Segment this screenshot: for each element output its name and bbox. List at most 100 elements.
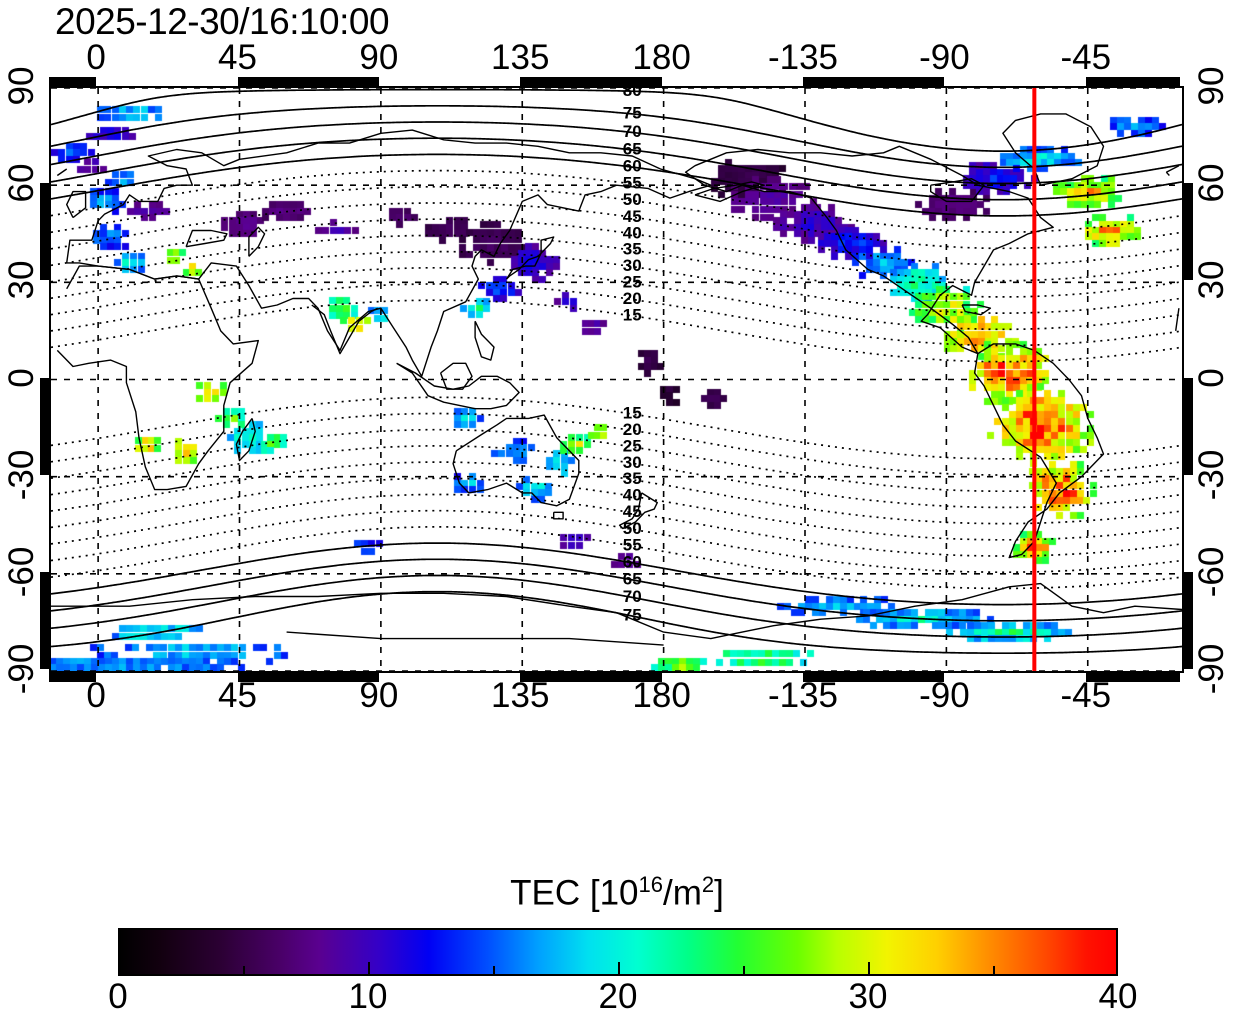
coastline-path	[235, 417, 256, 462]
coastline-path	[66, 190, 87, 219]
coastline-path	[311, 304, 379, 355]
maglat-label: 75	[623, 605, 642, 624]
longitude-tick-label: 180	[632, 38, 691, 77]
maglat-label: 40	[623, 486, 642, 505]
ruler-segment	[40, 571, 49, 669]
map-overlay-layer: 8075706560555045403530252015152025303540…	[51, 88, 1182, 671]
maglat-label: 30	[623, 453, 642, 472]
maglat-contour	[51, 396, 1182, 460]
colorbar-tick-label: 40	[1098, 977, 1138, 1016]
maglat-label: 35	[623, 240, 642, 259]
ruler-segment	[520, 77, 662, 86]
maglat-contour	[51, 493, 1182, 557]
ruler-segment	[237, 77, 379, 86]
maglat-label: 35	[623, 469, 642, 488]
maglat-label: 30	[623, 256, 642, 275]
left-axis-ruler	[40, 86, 49, 673]
maglat-label: 25	[623, 273, 642, 292]
latitude-tick-label: -60	[1192, 546, 1231, 598]
coastline-path	[185, 229, 228, 248]
latitude-tick-label: 30	[2, 260, 41, 300]
colorbar-title-tail: /m	[663, 873, 702, 913]
latitude-tick-label: -30	[1192, 449, 1231, 500]
maglat-contour	[51, 234, 1182, 298]
maglat-label: 50	[623, 519, 642, 538]
maglat-label: 25	[623, 436, 642, 455]
latitude-tick-label: 90	[1192, 66, 1231, 106]
maglat-contour	[51, 88, 1182, 152]
ruler-segment	[40, 183, 49, 281]
longitude-tick-label: 90	[359, 38, 399, 77]
maglat-contour	[51, 185, 1182, 250]
maglat-contour	[51, 574, 1182, 638]
latitude-tick-label: 0	[1192, 367, 1231, 388]
colorbar-title-exp: 16	[638, 872, 663, 897]
maglat-contour	[51, 477, 1182, 541]
maglat-contour	[51, 202, 1182, 266]
colorbar-tick-labels: 0 10 20 30 40	[108, 977, 1137, 1018]
latitude-tick-label: -90	[2, 643, 41, 695]
colorbar-tick-label: 20	[598, 977, 638, 1016]
longitude-tick-label: 135	[491, 38, 550, 77]
maglat-contour	[51, 542, 1182, 606]
colorbar-major-tick	[368, 962, 370, 976]
maglat-label: 65	[623, 140, 642, 159]
maglat-label: 55	[623, 174, 642, 193]
ruler-segment	[40, 377, 49, 475]
longitude-tick-label: 0	[86, 38, 106, 77]
bottom-axis-ruler	[49, 673, 1184, 682]
longitude-tick-label: -135	[767, 676, 839, 715]
maglat-contour	[51, 153, 1182, 217]
coastline-path	[51, 582, 1182, 640]
ruler-segment	[1085, 673, 1180, 682]
colorbar-minor-tick	[743, 966, 745, 976]
coastline-path	[439, 362, 473, 390]
maglat-contour	[51, 137, 1182, 201]
ruler-segment	[803, 673, 945, 682]
latitude-tick-label: -30	[2, 449, 41, 500]
maglat-contour	[51, 283, 1182, 347]
longitude-tick-label: 135	[491, 676, 550, 715]
maglat-contour	[51, 590, 1182, 655]
map-plot-area[interactable]: 80 75 70 65 60 55 50 45 40 35 30 25 20 15 15 20 25 30 35 40…	[49, 86, 1184, 673]
colorbar-tick-label: 10	[348, 977, 388, 1016]
ruler-segment	[1184, 571, 1193, 669]
ruler-segment	[1085, 77, 1180, 86]
longitude-tick-label: -45	[1060, 38, 1112, 77]
maglat-label: 20	[623, 289, 642, 308]
maglat-label: 20	[623, 420, 642, 439]
coastline-path	[66, 129, 712, 377]
maglat-label: 60	[623, 157, 642, 176]
maglat-contour	[51, 509, 1182, 574]
latitude-tick-label: -90	[1192, 643, 1231, 695]
coastline-path	[694, 181, 765, 203]
maglat-label: 65	[623, 569, 642, 588]
ruler-segment	[1184, 377, 1193, 475]
maglat-label: 45	[623, 207, 642, 226]
longitude-tick-label: 180	[632, 676, 691, 715]
latitude-tick-label: -60	[2, 546, 41, 598]
latitude-tick-label: 60	[1192, 163, 1231, 203]
coastline-path	[452, 414, 580, 507]
coastline-path	[1002, 113, 1105, 186]
colorbar-minor-tick	[493, 966, 495, 976]
colorbar-title-close: ]	[714, 873, 724, 913]
colorbar-minor-tick	[243, 966, 245, 976]
maglat-contour	[51, 266, 1182, 331]
colorbar-ticks	[118, 928, 1118, 976]
colorbar-tick-label: 30	[848, 977, 888, 1016]
maglat-contour	[51, 104, 1182, 169]
coastline-path	[474, 320, 495, 361]
maglat-contour	[51, 218, 1182, 282]
longitude-tick-label: 45	[218, 38, 257, 77]
coastline-path	[56, 265, 1180, 491]
maglat-contour	[51, 412, 1182, 476]
longitude-tick-label: 90	[359, 676, 399, 715]
maglat-label: 70	[623, 587, 642, 606]
ruler-segment	[1184, 183, 1193, 281]
colorbar-major-tick	[618, 962, 620, 976]
maglat-label: 50	[623, 190, 642, 209]
maglat-label: 55	[623, 535, 642, 554]
maglat-label: 60	[623, 552, 642, 571]
coastline-path	[684, 145, 1054, 355]
